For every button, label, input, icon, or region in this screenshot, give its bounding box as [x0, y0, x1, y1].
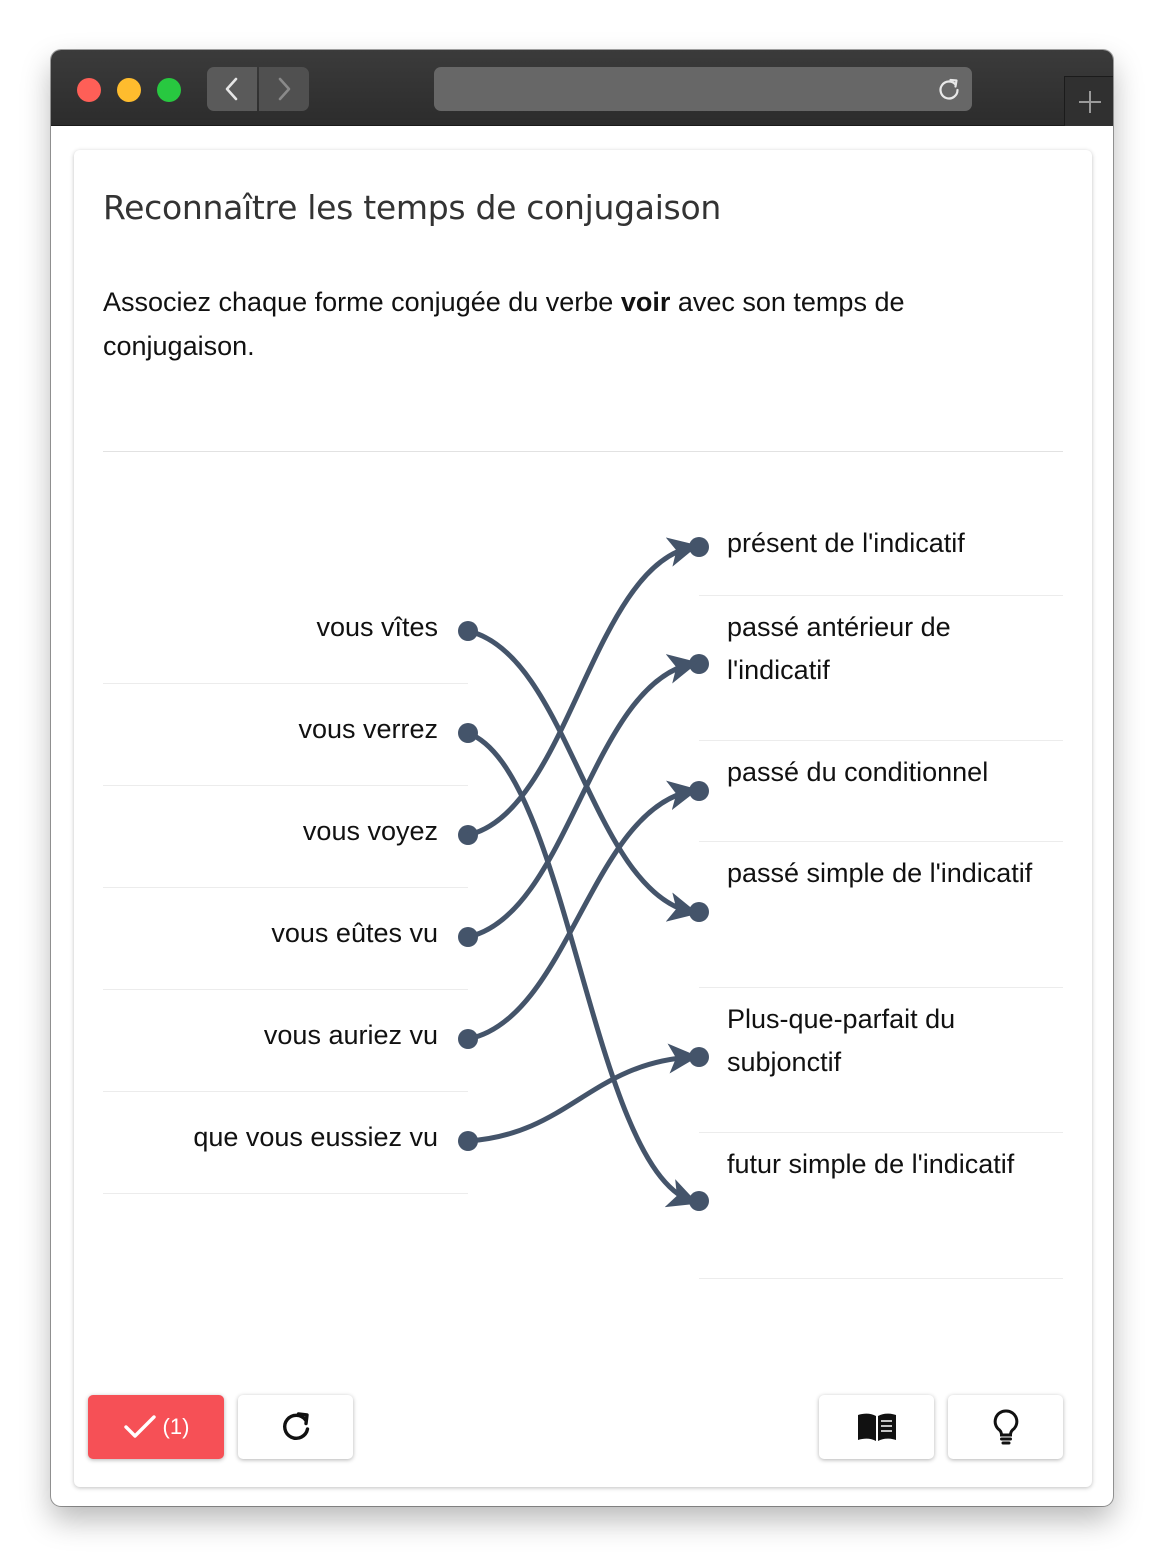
connection-arrow[interactable]	[465, 730, 699, 1208]
chevron-right-icon	[278, 77, 291, 101]
connection-arrow[interactable]	[465, 780, 699, 1042]
right-item[interactable]: présent de l'indicatif	[689, 522, 1063, 596]
left-item-label: vous verrez	[298, 714, 438, 744]
left-connector-dot[interactable]	[458, 723, 478, 743]
right-item[interactable]: futur simple de l'indicatif	[689, 1133, 1063, 1279]
left-connector-dot[interactable]	[458, 1131, 478, 1151]
left-connector-dot[interactable]	[458, 621, 478, 641]
book-icon	[857, 1413, 896, 1441]
reload-icon[interactable]	[936, 76, 962, 102]
right-item[interactable]: Plus-que-parfait du subjonctif	[689, 988, 1063, 1133]
left-item-label: vous eûtes vu	[271, 918, 438, 948]
instruction-text-end: avec son temps de conjugaison.	[103, 287, 905, 361]
right-item-label: passé simple de l'indicatif	[727, 858, 1033, 888]
divider	[103, 451, 1063, 452]
right-item[interactable]: passé antérieur de l'indicatif	[689, 596, 1063, 741]
new-tab-button[interactable]	[1064, 76, 1113, 126]
course-button[interactable]	[819, 1395, 934, 1459]
connection-arrow[interactable]	[465, 537, 699, 838]
right-item-label: présent de l'indicatif	[727, 528, 965, 558]
plus-icon	[1078, 90, 1101, 113]
browser-titlebar	[51, 50, 1113, 126]
connection-arrow[interactable]	[465, 654, 699, 940]
reload-icon	[282, 1412, 309, 1440]
right-connector-dot[interactable]	[689, 781, 709, 801]
left-item-label: que vous eussiez vu	[193, 1122, 438, 1152]
right-connector-dot[interactable]	[689, 537, 709, 557]
right-item-label: passé du conditionnel	[727, 757, 989, 787]
exercise-title: Reconnaître les temps de conjugaison	[103, 188, 721, 227]
right-connector-dot[interactable]	[689, 902, 709, 922]
left-item-label: vous voyez	[302, 816, 438, 846]
chevron-left-icon	[225, 77, 238, 101]
left-connector-dot[interactable]	[458, 927, 478, 947]
back-button[interactable]	[207, 67, 257, 111]
right-item-label: passé antérieur de l'indicatif	[727, 612, 951, 685]
left-item[interactable]: vous vîtes	[103, 582, 478, 684]
right-connector-dot[interactable]	[689, 1047, 709, 1067]
instruction-text: Associez chaque forme conjugée du verbe	[103, 287, 621, 317]
exercise-card: Reconnaître les temps de conjugaison Ass…	[74, 150, 1092, 1487]
browser-window: Reconnaître les temps de conjugaison Ass…	[51, 50, 1113, 1506]
left-item[interactable]: vous auriez vu	[103, 990, 478, 1092]
instruction-verb: voir	[620, 287, 671, 317]
left-item[interactable]: que vous eussiez vu	[103, 1092, 478, 1194]
right-item-label: Plus-que-parfait du subjonctif	[727, 1004, 956, 1077]
left-connector-dot[interactable]	[458, 825, 478, 845]
left-item-label: vous auriez vu	[263, 1020, 438, 1050]
check-answers-button[interactable]: (1)	[88, 1395, 224, 1459]
exercise-instruction: Associez chaque forme conjugée du verbe …	[103, 280, 1003, 368]
right-connector-dot[interactable]	[689, 1191, 709, 1211]
right-item[interactable]: passé simple de l'indicatif	[689, 842, 1063, 988]
left-item[interactable]: vous eûtes vu	[103, 888, 478, 990]
zoom-window-button[interactable]	[157, 78, 181, 102]
connection-arrow[interactable]	[465, 1043, 699, 1144]
right-connector-dot[interactable]	[689, 654, 709, 674]
reset-button[interactable]	[238, 1395, 353, 1459]
attempt-count: (1)	[162, 1414, 190, 1439]
close-window-button[interactable]	[77, 78, 101, 102]
left-connector-dot[interactable]	[458, 1029, 478, 1049]
left-item[interactable]: vous verrez	[103, 684, 478, 786]
left-item[interactable]: vous voyez	[103, 786, 478, 888]
minimize-window-button[interactable]	[117, 78, 141, 102]
lightbulb-icon	[993, 1409, 1018, 1445]
connection-arrow[interactable]	[465, 628, 699, 922]
hint-button[interactable]	[948, 1395, 1063, 1459]
checkmark-icon	[123, 1415, 156, 1438]
forward-button[interactable]	[259, 67, 309, 111]
right-item-label: futur simple de l'indicatif	[727, 1149, 1015, 1179]
left-item-label: vous vîtes	[316, 612, 438, 642]
right-item[interactable]: passé du conditionnel	[689, 741, 1063, 842]
address-bar[interactable]	[434, 67, 972, 111]
